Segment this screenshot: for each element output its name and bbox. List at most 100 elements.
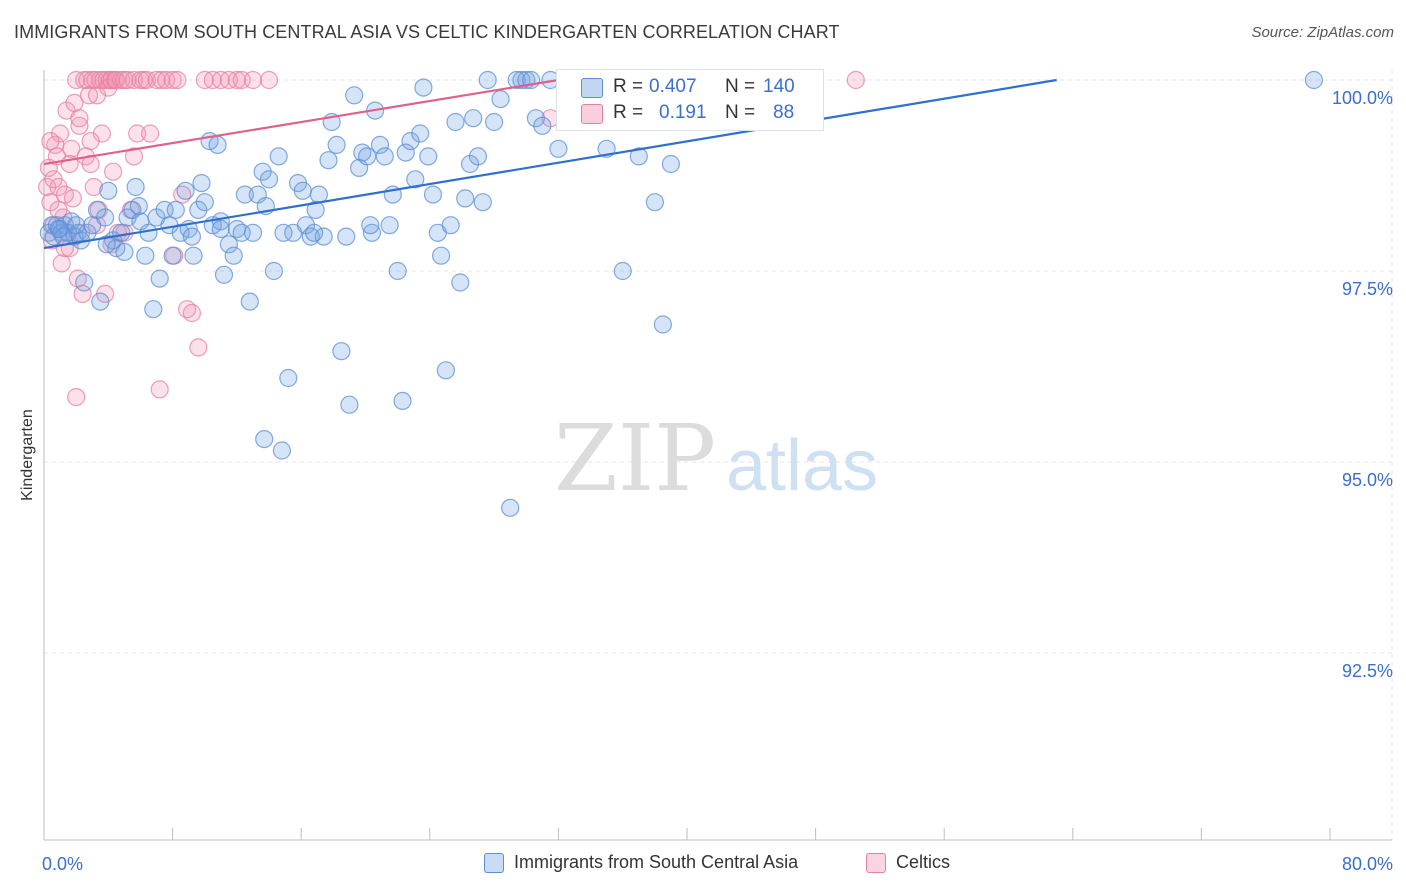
chart-title: IMMIGRANTS FROM SOUTH CENTRAL ASIA VS CE… xyxy=(14,22,840,42)
y-tick-label: 92.5% xyxy=(1342,661,1393,681)
stats-r-value: 0.407 xyxy=(649,76,697,97)
stats-swatch-blue xyxy=(581,78,603,98)
stats-n-label: N = xyxy=(725,102,756,123)
blue-point xyxy=(432,246,451,265)
blue-point xyxy=(306,200,325,219)
blue-point xyxy=(423,185,443,204)
blue-point xyxy=(279,368,298,388)
blue-point xyxy=(129,197,148,216)
blue-point xyxy=(1304,70,1324,90)
stats-n-value: 140 xyxy=(763,76,795,97)
blue-point xyxy=(192,174,211,193)
pink-point xyxy=(41,132,60,151)
legend-swatch-pink xyxy=(866,852,886,873)
blue-point xyxy=(305,223,324,242)
trend-lines xyxy=(43,78,1057,250)
blue-point xyxy=(645,193,665,212)
blue-point xyxy=(319,151,338,170)
blue-point xyxy=(419,147,438,166)
immigrants-points xyxy=(39,70,1324,517)
pink-point xyxy=(163,70,182,90)
blue-point xyxy=(67,216,86,235)
blue-point xyxy=(370,135,390,154)
blue-point xyxy=(661,154,681,174)
legend-swatch-blue xyxy=(484,852,504,873)
blue-point xyxy=(136,246,155,265)
blue-point xyxy=(451,273,470,292)
blue-point xyxy=(163,246,182,265)
pink-point xyxy=(124,70,144,90)
legend-item-immigrants[interactable]: Immigrants from South Central Asia xyxy=(484,852,798,873)
blue-point xyxy=(150,269,169,288)
grid xyxy=(44,70,1393,840)
pink-point xyxy=(49,200,68,219)
blue-point xyxy=(253,162,272,181)
pink-point xyxy=(168,70,187,90)
blue-point xyxy=(211,219,230,239)
pink-point xyxy=(103,162,123,181)
pink-point xyxy=(62,139,81,158)
blue-point xyxy=(361,216,380,235)
blue-point xyxy=(629,147,648,166)
blue-point xyxy=(468,147,488,166)
pink-point xyxy=(182,303,201,323)
x-tick-label: 80.0% xyxy=(1342,854,1393,874)
stats-r-label: R = xyxy=(613,102,644,123)
blue-point xyxy=(396,143,415,162)
pink-point xyxy=(243,70,263,90)
blue-point xyxy=(75,273,94,292)
y-tick-label: 100.0% xyxy=(1332,88,1393,108)
blue-point xyxy=(259,170,279,189)
pink-point xyxy=(63,189,83,208)
blue-point xyxy=(293,181,312,200)
blue-point xyxy=(224,246,243,265)
blue-point xyxy=(182,227,201,246)
blue-point xyxy=(115,242,134,261)
pink-point xyxy=(259,70,279,90)
trend-line-celtics xyxy=(43,78,559,166)
blue-point xyxy=(473,193,492,212)
legend-item-celtics[interactable]: Celtics xyxy=(866,852,950,873)
pink-point xyxy=(67,388,86,407)
blue-point xyxy=(478,70,497,90)
pink-point xyxy=(141,124,160,143)
blue-point xyxy=(95,208,115,227)
blue-point xyxy=(456,189,475,208)
blue-point xyxy=(501,498,520,517)
pink-point xyxy=(189,338,208,357)
trend-line-immigrants xyxy=(43,78,1057,250)
blue-point xyxy=(406,170,425,189)
blue-point xyxy=(332,342,351,361)
legend: Immigrants from South Central Asia Celti… xyxy=(0,852,1406,878)
pink-point xyxy=(50,124,70,143)
blue-point xyxy=(240,292,259,311)
blue-point xyxy=(219,235,238,254)
stats-row-pink: R = 0.191 N = 88 xyxy=(557,100,823,126)
blue-point xyxy=(345,86,364,105)
blue-point xyxy=(446,112,465,132)
blue-point xyxy=(327,135,346,154)
stats-box: R = 0.407 N = 140 R = 0.191 N = 88 xyxy=(556,69,824,131)
legend-label-celtics: Celtics xyxy=(896,852,951,872)
blue-point xyxy=(526,109,546,128)
blue-point xyxy=(337,227,356,246)
blue-point xyxy=(243,223,263,242)
blue-point xyxy=(393,391,412,410)
blue-point xyxy=(340,395,359,414)
blue-point xyxy=(380,216,399,235)
blue-point xyxy=(269,147,288,166)
blue-point xyxy=(235,185,254,204)
blue-point xyxy=(274,223,293,242)
legend-label-immigrants: Immigrants from South Central Asia xyxy=(514,852,799,872)
pink-point xyxy=(70,116,89,135)
pink-point xyxy=(147,70,166,90)
blue-point xyxy=(314,227,333,246)
blue-point xyxy=(358,147,377,166)
blue-point xyxy=(653,315,673,334)
pink-point xyxy=(73,284,92,303)
blue-point xyxy=(144,300,163,319)
blue-point xyxy=(176,181,195,200)
blue-point xyxy=(112,223,131,242)
blue-point xyxy=(362,223,381,242)
